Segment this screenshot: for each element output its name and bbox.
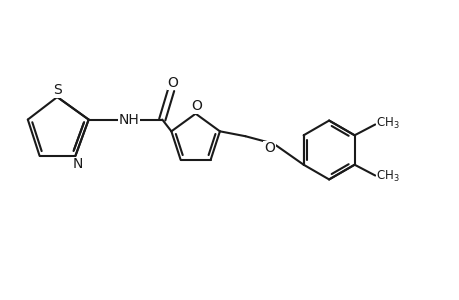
Text: CH$_3$: CH$_3$ [375,169,399,184]
Text: O: O [167,76,178,90]
Text: S: S [53,83,62,97]
Text: O: O [191,99,202,113]
Text: O: O [263,142,274,155]
Text: N: N [72,157,82,171]
Text: NH: NH [119,112,140,127]
Text: CH$_3$: CH$_3$ [375,116,399,131]
